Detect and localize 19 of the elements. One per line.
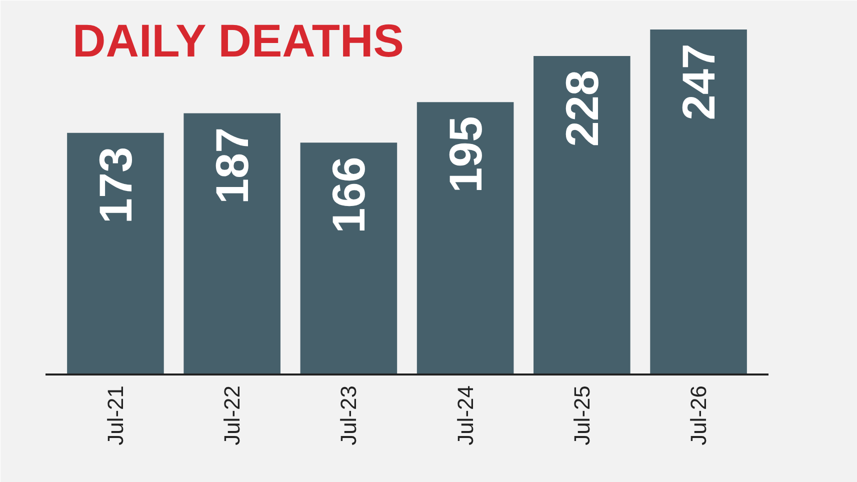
data-label: 187 (206, 127, 258, 204)
chart-title: DAILY DEATHS (72, 14, 404, 66)
x-tick-label: Jul-26 (686, 386, 712, 446)
data-label: 173 (89, 146, 142, 224)
x-tick-label: Jul-22 (220, 386, 245, 446)
x-tick-label: Jul-24 (452, 386, 478, 446)
bar (650, 29, 747, 374)
data-label: 195 (439, 116, 492, 193)
x-tick-label: Jul-21 (102, 386, 128, 446)
bar (416, 102, 514, 374)
data-label: 247 (672, 43, 725, 120)
bar (184, 113, 280, 374)
bar (300, 142, 398, 374)
x-tick-label: Jul-23 (336, 386, 362, 446)
x-tick-label: Jul-25 (569, 386, 594, 446)
bar (67, 132, 164, 374)
data-label: 166 (322, 156, 375, 234)
data-label: 228 (556, 70, 608, 147)
bar (534, 56, 630, 374)
